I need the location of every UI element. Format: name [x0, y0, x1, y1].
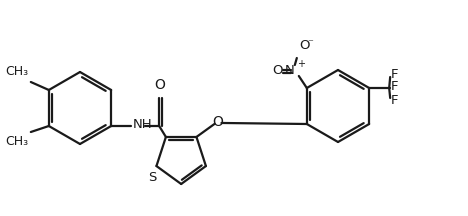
Text: ⁻: ⁻ [307, 38, 313, 48]
Text: CH₃: CH₃ [6, 135, 29, 148]
Text: S: S [148, 171, 157, 184]
Text: +: + [297, 59, 305, 69]
Text: O: O [212, 115, 223, 129]
Text: CH₃: CH₃ [6, 65, 29, 78]
Text: F: F [391, 68, 399, 81]
Text: F: F [391, 94, 399, 106]
Text: F: F [391, 81, 399, 94]
Text: NH: NH [133, 119, 153, 132]
Text: O: O [155, 78, 166, 92]
Text: N: N [285, 64, 295, 76]
Text: O: O [272, 64, 283, 76]
Text: O: O [299, 39, 309, 52]
